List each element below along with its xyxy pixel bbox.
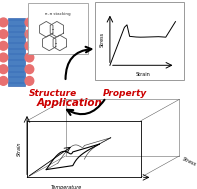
Text: Strain: Strain: [17, 142, 22, 156]
Text: Temperature: Temperature: [51, 185, 82, 189]
Circle shape: [0, 30, 8, 39]
Circle shape: [25, 53, 34, 62]
Circle shape: [25, 18, 34, 27]
Circle shape: [25, 65, 34, 74]
Bar: [8, 18, 25, 86]
Text: Application: Application: [36, 98, 102, 108]
Circle shape: [0, 18, 8, 27]
Text: Property: Property: [103, 89, 147, 98]
Circle shape: [0, 77, 8, 85]
Text: Stress: Stress: [100, 31, 105, 46]
Circle shape: [25, 30, 34, 39]
Text: Structure: Structure: [29, 89, 77, 98]
Text: Strain: Strain: [135, 72, 150, 77]
Text: π–π stacking: π–π stacking: [45, 12, 71, 16]
Circle shape: [0, 65, 8, 74]
FancyBboxPatch shape: [28, 3, 88, 54]
FancyBboxPatch shape: [95, 2, 184, 80]
Circle shape: [0, 41, 8, 50]
Circle shape: [25, 77, 34, 85]
Circle shape: [0, 53, 8, 62]
Circle shape: [25, 41, 34, 50]
Text: Stress: Stress: [181, 156, 197, 167]
